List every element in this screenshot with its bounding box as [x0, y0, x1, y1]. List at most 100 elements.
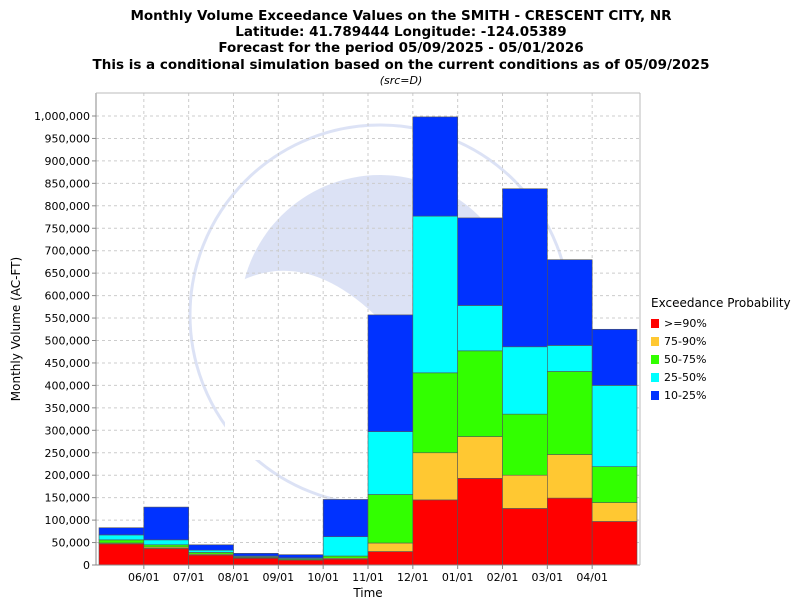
y-tick-label: 950,000	[45, 132, 91, 145]
y-tick-label: 500,000	[45, 335, 91, 348]
x-tick-label: 11/01	[352, 571, 384, 584]
legend-items: >=90% 75-90% 50-75% 25-50% 10-25%	[651, 314, 791, 404]
bar-segment	[233, 553, 279, 557]
bar-segment	[233, 557, 279, 566]
y-tick-label: 0	[83, 559, 90, 572]
bar-segment	[591, 521, 638, 566]
bar-segment	[98, 539, 145, 544]
legend-swatch	[651, 390, 659, 400]
legend: Exceedance Probability >=90% 75-90% 50-75%…	[651, 296, 791, 404]
chart-source-note: (src=D)	[379, 74, 423, 87]
bar-segment	[412, 452, 458, 501]
bar-segment	[457, 436, 503, 479]
y-tick-label: 900,000	[45, 155, 91, 168]
legend-item: 10-25%	[651, 386, 791, 404]
bar-segment	[367, 431, 414, 495]
bar-segment	[188, 544, 234, 551]
bar-segment	[367, 542, 414, 552]
bar-segment	[278, 559, 324, 566]
y-tick-label: 700,000	[45, 245, 91, 258]
bar-segment	[591, 328, 638, 386]
x-tick-label: 12/01	[397, 571, 429, 584]
legend-label: >=90%	[664, 316, 707, 330]
bar-segment	[322, 499, 369, 538]
bar-segment	[412, 372, 458, 454]
legend-title: Exceedance Probability	[651, 296, 791, 310]
bar-segment	[591, 502, 638, 522]
x-tick-label: 10/01	[307, 571, 339, 584]
legend-label: 10-25%	[664, 388, 707, 402]
bar-segment	[502, 413, 548, 476]
bar-segment	[98, 534, 145, 541]
legend-label: 25-50%	[664, 370, 707, 384]
bar-segment	[547, 345, 593, 372]
y-tick-label: 400,000	[45, 379, 91, 392]
x-tick-label: 08/01	[218, 571, 250, 584]
y-tick-label: 50,000	[52, 537, 91, 550]
y-tick-label: 850,000	[45, 177, 91, 190]
legend-swatch	[651, 336, 659, 346]
bar-segment	[547, 259, 593, 346]
x-tick-label: 01/01	[442, 571, 474, 584]
bar-segment	[502, 474, 548, 509]
x-axis-label: Time	[352, 586, 382, 600]
bar-segment	[98, 527, 145, 536]
bar-segment	[322, 558, 369, 566]
legend-swatch	[651, 372, 659, 382]
x-tick-label: 02/01	[487, 571, 519, 584]
y-axis-label: Monthly Volume (AC-FT)	[9, 257, 23, 401]
bar-segment	[502, 346, 548, 415]
bar-segment	[322, 555, 369, 559]
bar-segment	[143, 539, 189, 546]
x-tick-label: 07/01	[173, 571, 205, 584]
bar-segment	[547, 454, 593, 499]
bar-segment	[457, 217, 503, 306]
bar-segment	[188, 554, 234, 566]
y-tick-label: 200,000	[45, 469, 91, 482]
x-tick-label: 03/01	[531, 571, 563, 584]
y-tick-label: 550,000	[45, 312, 91, 325]
legend-item: 50-75%	[651, 350, 791, 368]
legend-item: 75-90%	[651, 332, 791, 350]
chart-title-line-1: Monthly Volume Exceedance Values on the …	[130, 8, 672, 24]
legend-swatch	[651, 354, 659, 364]
bar-segment	[322, 536, 369, 557]
y-tick-label: 150,000	[45, 492, 91, 505]
y-tick-label: 1,000,000	[34, 110, 90, 123]
bar-segment	[367, 494, 414, 544]
legend-item: >=90%	[651, 314, 791, 332]
bar-segment	[547, 371, 593, 455]
bar-segment	[457, 478, 503, 566]
y-tick-label: 600,000	[45, 290, 91, 303]
bar-segment	[412, 116, 458, 217]
bar-segment	[367, 551, 414, 566]
x-tick-label: 04/01	[576, 571, 608, 584]
bar-segment	[591, 385, 638, 467]
bar-segment	[412, 215, 458, 374]
bar-segment	[188, 549, 234, 553]
y-tick-label: 300,000	[45, 424, 91, 437]
chart-title-line-2: Latitude: 41.789444 Longitude: -124.0538…	[235, 24, 567, 40]
bar-segment	[502, 508, 548, 566]
y-tick-label: 250,000	[45, 447, 91, 460]
chart-title-line-3: Forecast for the period 05/09/2025 - 05/…	[218, 40, 584, 56]
legend-label: 50-75%	[664, 352, 707, 366]
bar-segment	[98, 543, 145, 566]
legend-swatch	[651, 318, 659, 328]
y-tick-label: 800,000	[45, 200, 91, 213]
y-tick-label: 750,000	[45, 222, 91, 235]
y-tick-label: 100,000	[45, 514, 91, 527]
bar-segment	[278, 554, 324, 559]
bar-segment	[457, 350, 503, 437]
y-tick-label: 350,000	[45, 402, 91, 415]
chart-title-line-4: This is a conditional simulation based o…	[92, 57, 710, 73]
bar-segment	[457, 305, 503, 352]
bar-segment	[143, 548, 189, 566]
x-tick-label: 06/01	[128, 571, 160, 584]
bar-segment	[502, 188, 548, 348]
x-tick-label: 09/01	[262, 571, 294, 584]
legend-item: 25-50%	[651, 368, 791, 386]
bar-segment	[143, 544, 189, 548]
bar-segment	[143, 506, 189, 541]
bar-segment	[412, 499, 458, 566]
